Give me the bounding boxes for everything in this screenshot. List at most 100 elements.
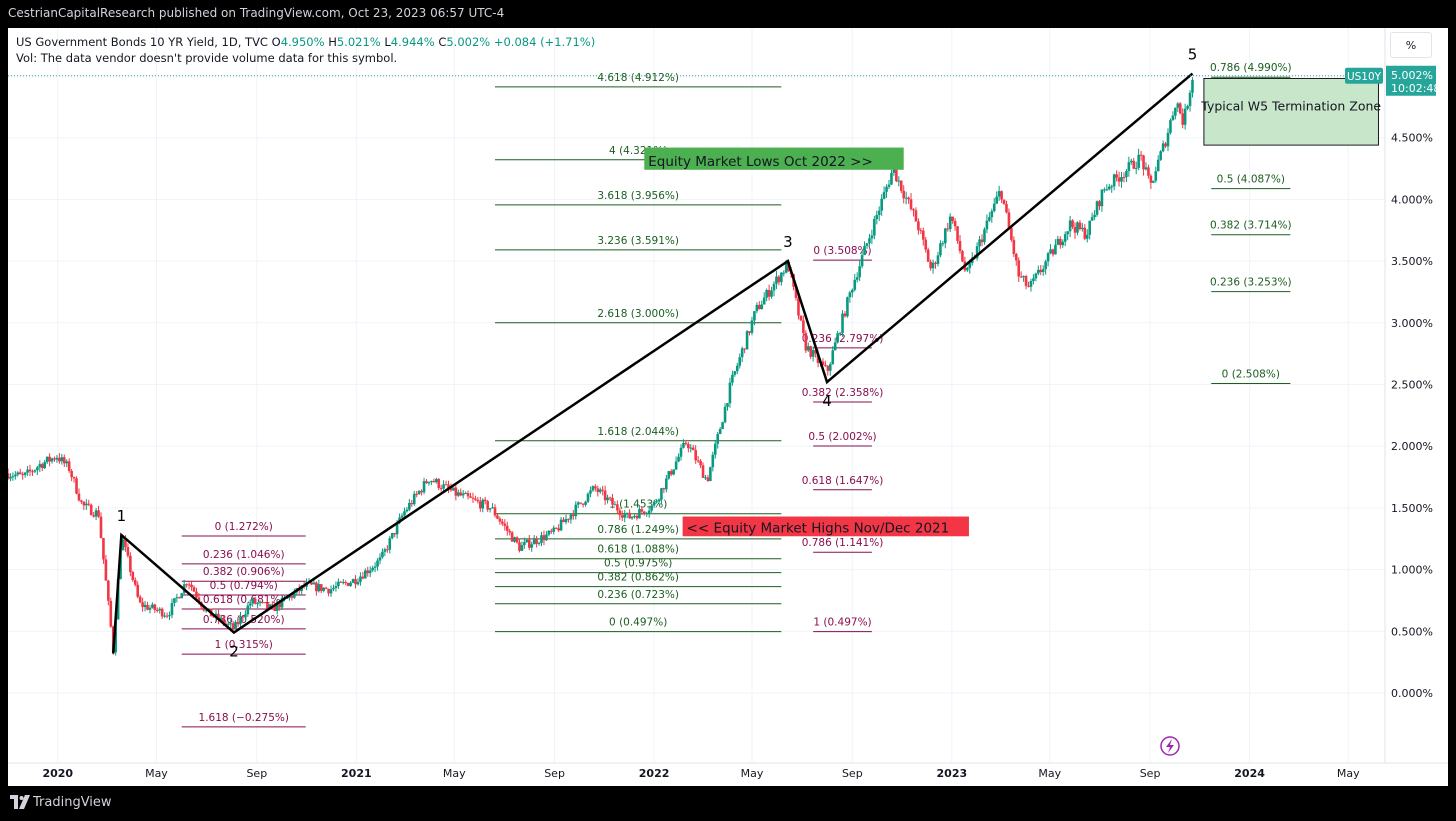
candle-body <box>877 210 881 216</box>
candle-body <box>412 493 416 505</box>
candle-body <box>138 596 142 603</box>
candle-body <box>650 505 653 511</box>
candle-body <box>488 508 492 510</box>
last-price-tag <box>1386 65 1436 96</box>
candle-body <box>60 457 64 462</box>
open-label: O <box>271 35 281 49</box>
candle-body <box>647 510 651 514</box>
candle-body <box>432 481 436 483</box>
candle-body <box>38 464 42 468</box>
candle-body <box>107 580 110 601</box>
candle-body <box>261 601 264 603</box>
candle-body <box>1149 175 1153 183</box>
candle-body <box>983 229 986 243</box>
candle-body <box>146 604 149 610</box>
candle-body <box>479 501 482 509</box>
candle-body <box>26 469 29 473</box>
candle-body <box>655 501 658 503</box>
candle-body <box>322 587 325 591</box>
fib-level-label: 0.382 (2.358%) <box>802 387 884 399</box>
price-chart[interactable]: 0 (1.272%) 0.236 (1.046%) 0.382 (0.906%) 0.… <box>8 28 1448 786</box>
fib-level-label: 0.236 (2.797%) <box>802 333 884 345</box>
candle-body <box>126 547 130 556</box>
candle-body <box>738 357 742 366</box>
candle-body <box>1117 177 1121 182</box>
time-axis-tick: May <box>443 767 466 780</box>
candle-body <box>740 348 744 358</box>
candle-body <box>364 570 367 579</box>
candle-body <box>425 481 428 484</box>
candle-body <box>28 469 32 472</box>
candle-body <box>481 499 485 509</box>
candle-body <box>102 537 105 560</box>
candle-body <box>420 490 423 493</box>
candle-body <box>1127 162 1131 172</box>
candle-body <box>40 464 44 469</box>
candle-body <box>1166 132 1170 147</box>
candle-body <box>339 581 343 583</box>
candle-body <box>121 539 125 551</box>
percent-scale-button[interactable]: % <box>1390 32 1432 58</box>
candle-body <box>99 516 103 538</box>
candle-body <box>716 434 720 444</box>
time-axis-tick: 2022 <box>639 767 670 780</box>
fib-level-label: 1.618 (−0.275%) <box>199 712 289 724</box>
candle-body <box>1012 239 1016 254</box>
time-axis-tick: Sep <box>842 767 863 780</box>
candle-body <box>978 239 981 247</box>
candle-body <box>802 320 805 334</box>
candle-body <box>244 614 247 618</box>
candle-body <box>868 238 871 244</box>
fib-level-label: 4.618 (4.912%) <box>597 72 679 84</box>
candle-body <box>926 249 930 262</box>
low-value: 4.944% <box>390 35 435 49</box>
candle-body <box>466 493 470 497</box>
candle-body <box>131 572 135 580</box>
candle-body <box>532 538 536 545</box>
candle-body <box>383 549 387 552</box>
candle-body <box>958 240 962 252</box>
candle-body <box>1019 276 1023 278</box>
symbol-title[interactable]: US Government Bonds 10 YR Yield, 1D, TVC <box>16 35 268 49</box>
candle-body <box>946 228 950 230</box>
candle-body <box>887 184 891 187</box>
candle-body <box>897 180 901 182</box>
candle-body <box>324 587 328 589</box>
high-value: 5.021% <box>336 35 381 49</box>
price-axis-tick: 0.500% <box>1391 625 1433 638</box>
candle-body <box>828 364 832 371</box>
candle-body <box>498 518 502 522</box>
candle-body <box>97 510 100 517</box>
chart-panel[interactable]: 0 (1.272%) 0.236 (1.046%) 0.382 (0.906%) 0.… <box>8 28 1448 786</box>
candle-body <box>1051 249 1055 255</box>
candle-body <box>469 496 472 498</box>
fib-level-label: 0.382 (3.714%) <box>1210 220 1292 232</box>
candle-body <box>493 507 497 516</box>
candle-body <box>471 497 475 499</box>
candle-body <box>596 488 600 493</box>
candle-body <box>545 534 548 541</box>
candle-body <box>520 545 524 551</box>
candle-body <box>806 346 810 351</box>
candle-body <box>1027 285 1030 287</box>
candle-body <box>496 515 499 519</box>
candle-body <box>175 597 179 599</box>
candle-body <box>43 462 47 469</box>
candle-body <box>657 499 661 502</box>
elliott-wave-path <box>111 72 1194 654</box>
candle-body <box>214 613 218 617</box>
candle-body <box>1010 227 1013 240</box>
symbol-tag <box>1345 67 1383 84</box>
time-axis-tick: Sep <box>544 767 565 780</box>
candle-body <box>1056 238 1060 245</box>
candle-body <box>936 255 940 264</box>
candle-body <box>256 603 259 605</box>
candle-body <box>775 276 778 284</box>
candle-body <box>645 513 649 515</box>
lightning-icon[interactable] <box>1160 736 1180 756</box>
fib-level-label: 0 (3.508%) <box>813 245 871 257</box>
candle-body <box>846 297 849 317</box>
candle-body <box>1022 276 1025 278</box>
wave-label: 2 <box>229 643 239 661</box>
price-axis-tick: 2.500% <box>1391 379 1433 392</box>
